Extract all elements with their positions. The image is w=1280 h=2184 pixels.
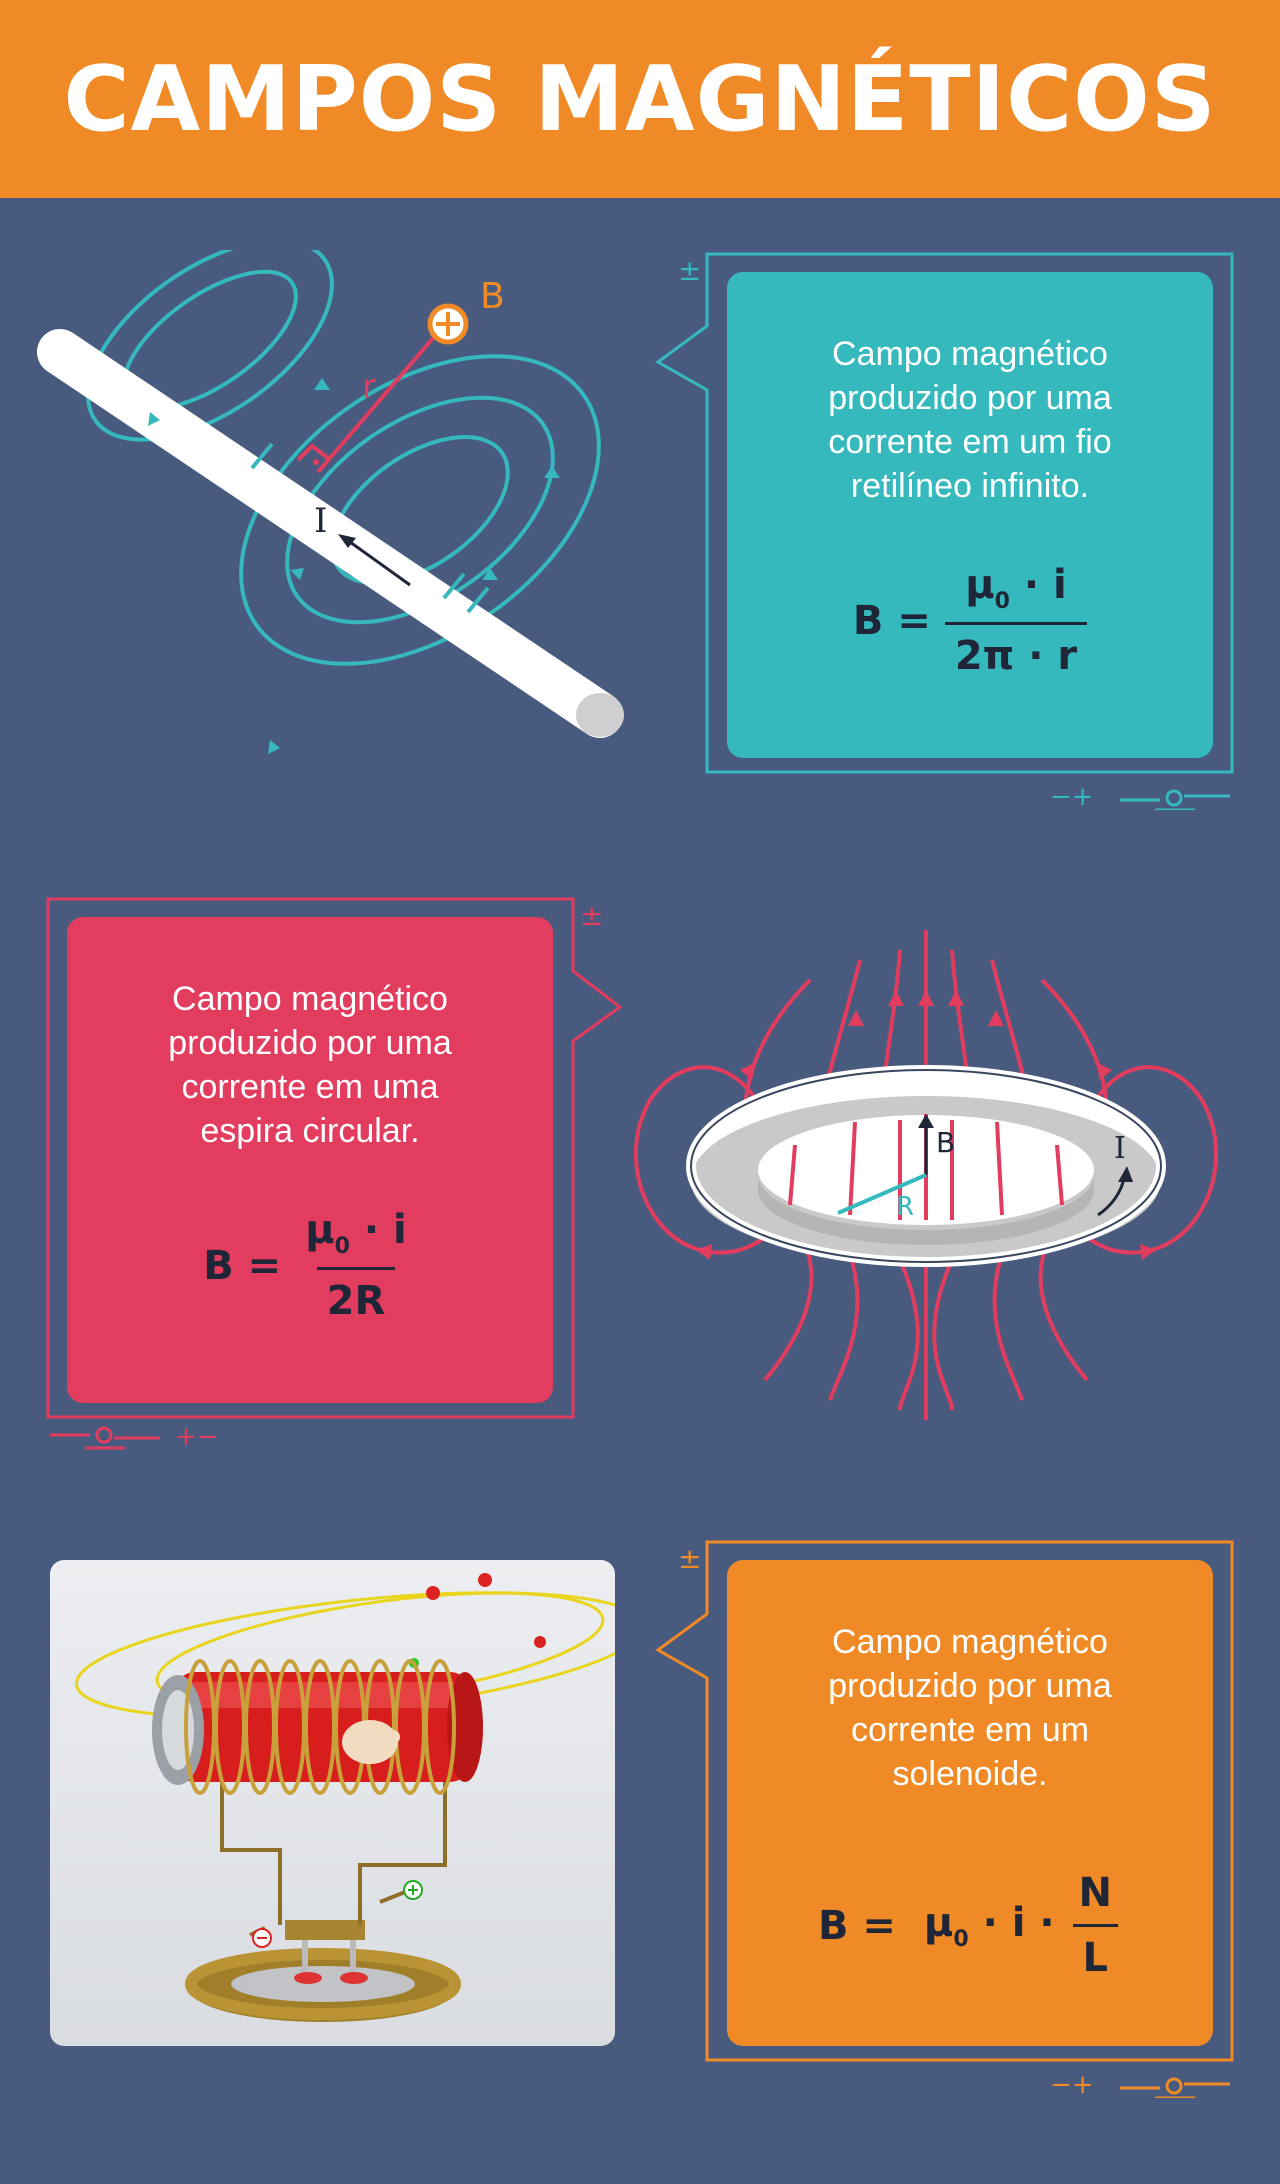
wire-formula: B = μ0 · i 2π · r [727,562,1213,679]
svg-text:±: ± [678,254,701,287]
loop-radius [837,1173,927,1215]
svg-text:+−: +− [175,1422,219,1452]
label-b: B [480,276,505,317]
radius-line [316,328,442,474]
wire-end [576,693,624,737]
loop-label-b: B [936,1126,955,1159]
loop-formula: B = μ0 · i 2R [203,1207,407,1324]
svg-text:±: ± [580,899,603,932]
field-line-right-inner [330,435,510,585]
wire-card: Campo magnético produzido por uma corren… [727,272,1213,758]
svg-text:±: ± [678,1542,701,1575]
svg-text:−+: −+ [1050,2070,1094,2098]
wire-card-outline: ± −+ [655,252,1234,810]
current-arrow [349,540,411,587]
solenoid-card-outline: ± −+ [655,1540,1234,2098]
field-line-right-outer [239,354,601,666]
loop-card-outline: ± +− [46,897,623,1452]
loop-label-i: I [1114,1131,1126,1166]
wire-description: Campo magnético produzido por uma corren… [828,335,1112,505]
field-line-left-outer [86,250,334,442]
solenoid-description: Campo magnético produzido por uma corren… [828,1623,1112,1793]
wire-diagram: r B I [37,250,624,754]
loop-diagram: B R I [633,930,1219,1420]
loop-label-r: R [896,1192,914,1222]
solenoid-card: Campo magnético produzido por uma corren… [727,1560,1213,2046]
page-title: CAMPOS MAGNÉTICOS [63,46,1217,152]
solenoid-formula: B = μ0 · i · N L [727,1870,1213,1981]
svg-text:−+: −+ [1050,782,1094,810]
solenoid-image [50,1560,615,2046]
header-banner: CAMPOS MAGNÉTICOS [0,0,1280,198]
loop-description: Campo magnético produzido por uma corren… [168,980,452,1150]
loop-card: Campo magnético produzido por uma corren… [67,917,553,1403]
label-r: r [362,367,376,407]
field-line-right-mid [285,395,555,625]
label-i: I [314,501,327,541]
